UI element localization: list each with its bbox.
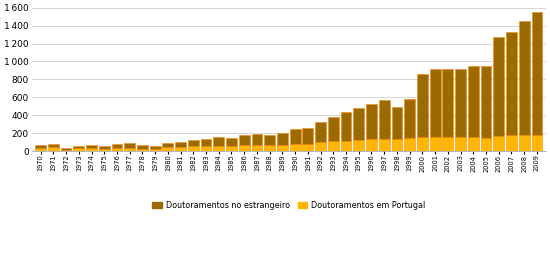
Bar xyxy=(73,146,84,148)
Bar xyxy=(48,147,59,151)
Bar xyxy=(175,142,186,147)
Bar xyxy=(86,145,97,148)
Bar xyxy=(277,133,288,145)
Bar xyxy=(239,135,250,145)
Bar xyxy=(226,146,237,151)
Bar xyxy=(404,99,415,138)
Bar xyxy=(328,117,339,141)
Bar xyxy=(366,104,377,139)
Bar xyxy=(277,145,288,151)
Bar xyxy=(468,137,478,151)
Bar xyxy=(251,134,262,145)
Bar xyxy=(379,139,389,151)
Bar xyxy=(73,148,84,151)
Bar xyxy=(506,135,517,151)
Bar xyxy=(290,129,300,144)
Bar xyxy=(124,143,135,148)
Bar xyxy=(112,148,122,151)
Bar xyxy=(48,144,59,147)
Bar xyxy=(455,137,466,151)
Bar xyxy=(201,146,211,151)
Bar xyxy=(112,144,122,148)
Bar xyxy=(392,139,403,151)
Bar xyxy=(239,145,250,151)
Bar xyxy=(468,66,478,137)
Bar xyxy=(162,143,173,147)
Bar xyxy=(442,137,453,151)
Bar xyxy=(35,148,46,151)
Bar xyxy=(493,136,504,151)
Bar xyxy=(417,137,428,151)
Bar xyxy=(531,12,542,135)
Bar xyxy=(340,112,351,141)
Bar xyxy=(137,145,148,149)
Bar xyxy=(290,144,300,151)
Bar xyxy=(150,149,161,151)
Bar xyxy=(353,140,364,151)
Bar xyxy=(366,139,377,151)
Bar xyxy=(302,144,313,151)
Bar xyxy=(60,148,72,150)
Bar xyxy=(86,148,97,151)
Bar xyxy=(264,145,275,151)
Bar xyxy=(124,148,135,151)
Bar xyxy=(430,69,441,137)
Bar xyxy=(188,140,199,146)
Legend: Doutoramentos no estrangeiro, Doutoramentos em Portugal: Doutoramentos no estrangeiro, Doutoramen… xyxy=(148,197,429,213)
Bar xyxy=(481,66,492,138)
Bar xyxy=(315,142,326,151)
Bar xyxy=(430,137,441,151)
Bar xyxy=(404,138,415,151)
Bar xyxy=(60,150,72,151)
Bar xyxy=(251,145,262,151)
Bar xyxy=(442,69,453,137)
Bar xyxy=(264,135,275,145)
Bar xyxy=(99,149,109,151)
Bar xyxy=(531,135,542,151)
Bar xyxy=(175,147,186,151)
Bar xyxy=(302,128,313,144)
Bar xyxy=(35,145,46,148)
Bar xyxy=(201,139,211,146)
Bar xyxy=(162,147,173,151)
Bar xyxy=(519,135,530,151)
Bar xyxy=(353,109,364,140)
Bar xyxy=(392,107,403,139)
Bar xyxy=(506,32,517,135)
Bar xyxy=(99,146,109,149)
Bar xyxy=(481,138,492,151)
Bar xyxy=(340,141,351,151)
Bar xyxy=(315,122,326,142)
Bar xyxy=(213,137,224,146)
Bar xyxy=(150,146,161,149)
Bar xyxy=(519,21,530,135)
Bar xyxy=(213,146,224,151)
Bar xyxy=(417,75,428,137)
Bar xyxy=(455,69,466,137)
Bar xyxy=(226,138,237,146)
Bar xyxy=(188,146,199,151)
Bar xyxy=(379,100,389,139)
Bar xyxy=(328,141,339,151)
Bar xyxy=(137,149,148,151)
Bar xyxy=(493,37,504,136)
